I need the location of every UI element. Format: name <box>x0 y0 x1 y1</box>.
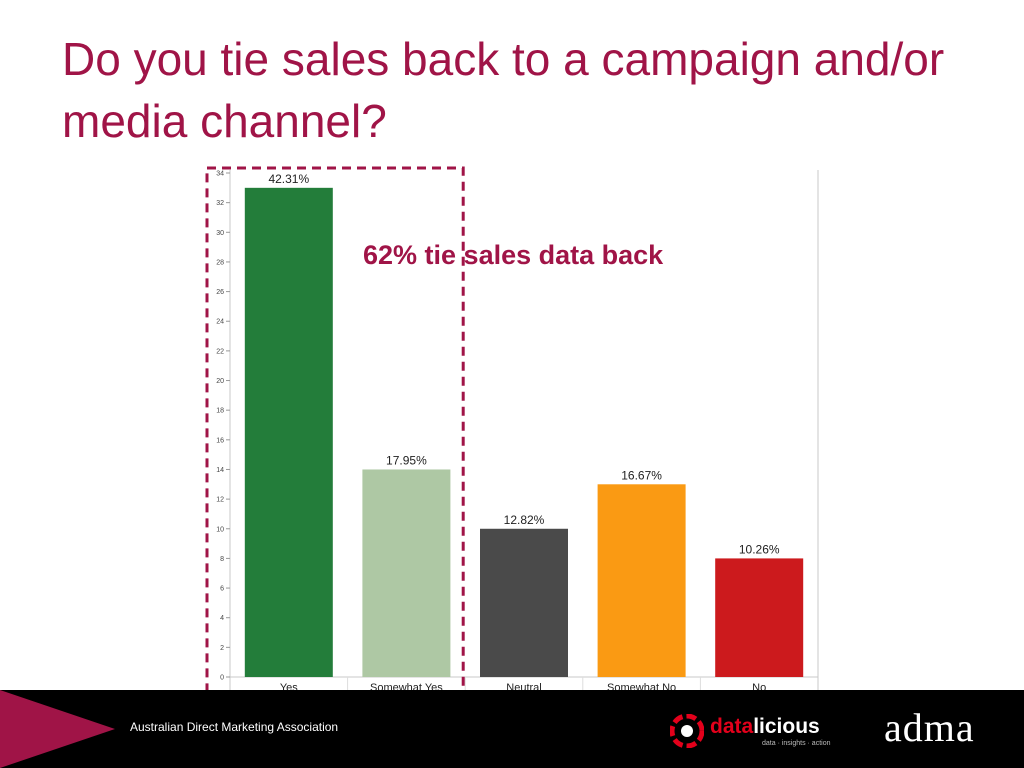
y-tick-label: 0 <box>220 675 224 682</box>
y-tick-label: 20 <box>216 378 224 385</box>
datalicious-target-icon <box>670 714 704 748</box>
footer-arrow-icon <box>0 690 115 768</box>
bar-somewhat-yes <box>362 469 451 677</box>
y-tick-label: 14 <box>216 467 224 474</box>
y-tick-label: 6 <box>220 586 224 593</box>
datalicious-wordmark: datalicious <box>710 715 820 739</box>
y-tick-label: 2 <box>220 645 224 652</box>
bar-neutral <box>480 528 568 677</box>
slide-title: Do you tie sales back to a campaign and/… <box>62 33 945 147</box>
data-label: 17.95% <box>386 453 427 467</box>
y-tick-label: 32 <box>216 200 224 207</box>
data-label: 42.31% <box>268 172 309 186</box>
datalicious-tagline: data · insights · action <box>762 740 831 747</box>
datalicious-wordmark-rest: licious <box>753 715 820 738</box>
bar-somewhat-no <box>597 484 686 677</box>
data-label: 12.82% <box>504 513 545 527</box>
footer-bar: Australian Direct Marketing Association … <box>0 690 1024 768</box>
datalicious-wordmark-accent: data <box>710 715 754 738</box>
y-tick-label: 10 <box>216 526 224 533</box>
y-tick-label: 26 <box>216 289 224 296</box>
footer-organization: Australian Direct Marketing Association <box>130 720 339 734</box>
y-tick-label: 28 <box>216 259 224 266</box>
adma-logo: adma <box>884 705 975 750</box>
y-tick-label: 16 <box>216 437 224 444</box>
callout-text: 62% tie sales data back <box>363 240 664 270</box>
y-tick-label: 18 <box>216 408 224 415</box>
y-tick-label: 34 <box>216 171 224 178</box>
datalicious-logo: datalicious data · insights · action <box>670 712 840 752</box>
y-tick-label: 24 <box>216 319 224 326</box>
y-tick-label: 4 <box>220 615 224 622</box>
bar-yes <box>244 187 333 677</box>
y-tick-label: 22 <box>216 348 224 355</box>
data-label: 10.26% <box>739 542 780 556</box>
y-tick-label: 30 <box>216 230 224 237</box>
y-tick-label: 8 <box>220 556 224 563</box>
bar-no <box>715 558 804 677</box>
y-tick-label: 12 <box>216 497 224 504</box>
data-label: 16.67% <box>621 468 662 482</box>
